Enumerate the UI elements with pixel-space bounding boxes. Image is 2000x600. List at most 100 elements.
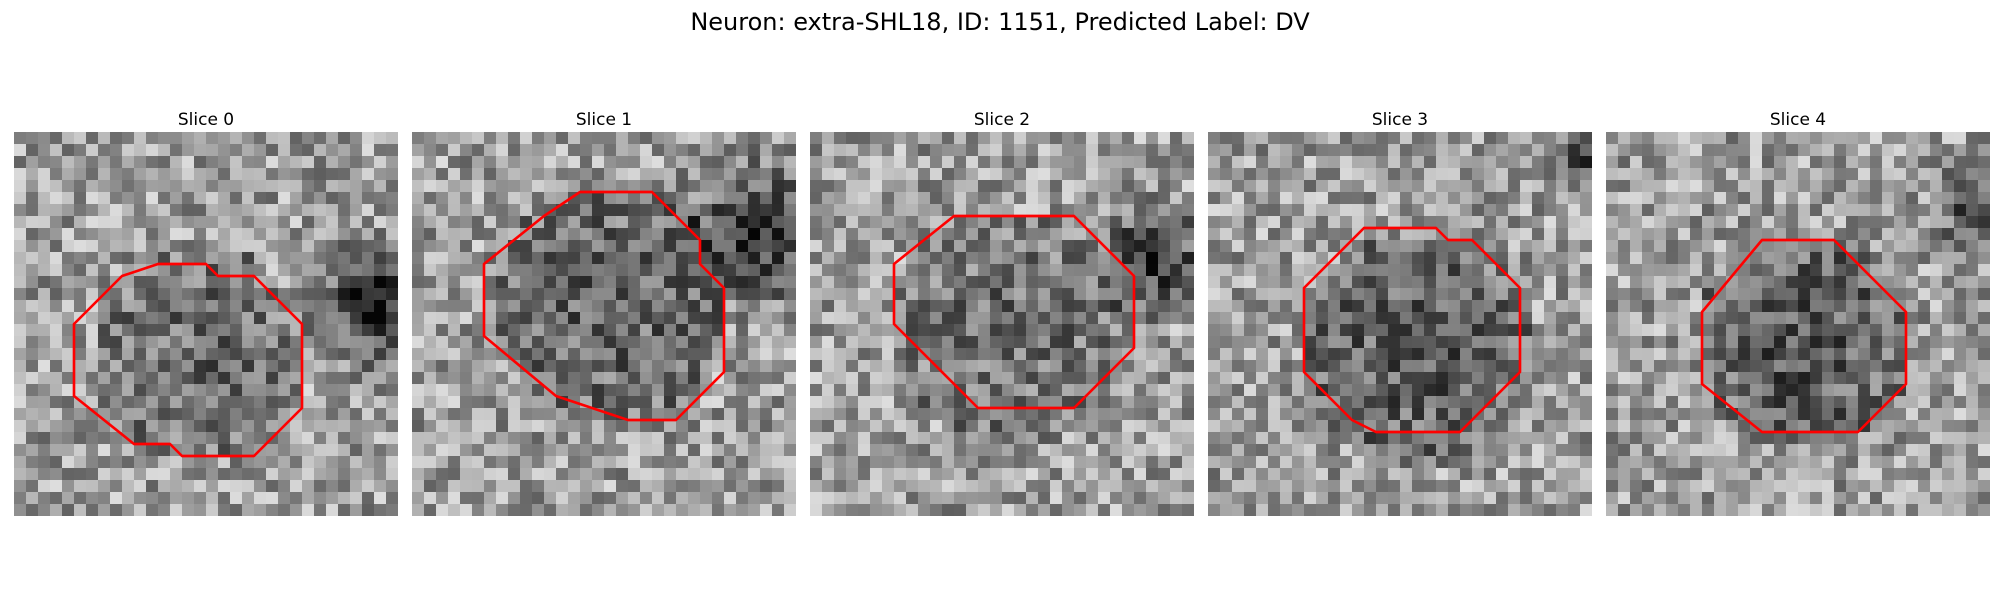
image-pixel (1678, 324, 1691, 337)
image-pixel (1158, 156, 1171, 169)
image-pixel (1954, 168, 1967, 181)
image-pixel (736, 432, 749, 445)
image-pixel (568, 132, 581, 145)
image-pixel (990, 396, 1003, 409)
image-pixel (1158, 192, 1171, 205)
image-pixel (834, 432, 847, 445)
image-pixel (1654, 384, 1667, 397)
image-pixel (1182, 144, 1194, 157)
image-pixel (1232, 456, 1245, 469)
image-pixel (1774, 336, 1787, 349)
image-pixel (894, 180, 907, 193)
image-pixel (1208, 384, 1221, 397)
image-pixel (1460, 360, 1473, 373)
image-pixel (700, 336, 713, 349)
image-pixel (1220, 432, 1233, 445)
image-pixel (448, 408, 461, 421)
image-pixel (110, 324, 123, 337)
image-pixel (194, 396, 207, 409)
image-pixel (1026, 312, 1039, 325)
image-pixel (748, 492, 761, 505)
image-pixel (834, 444, 847, 457)
image-pixel (1918, 420, 1931, 433)
image-pixel (676, 204, 689, 217)
image-pixel (1580, 276, 1592, 289)
image-pixel (724, 348, 737, 361)
image-pixel (1098, 492, 1111, 505)
image-pixel (1388, 276, 1401, 289)
image-pixel (1388, 228, 1401, 241)
image-pixel (14, 336, 27, 349)
image-pixel (1544, 348, 1557, 361)
image-pixel (1544, 192, 1557, 205)
image-pixel (1786, 216, 1799, 229)
image-pixel (532, 468, 545, 481)
image-pixel (604, 204, 617, 217)
image-pixel (1834, 348, 1847, 361)
image-pixel (230, 444, 243, 457)
image-pixel (230, 480, 243, 493)
image-pixel (508, 312, 521, 325)
image-pixel (1134, 432, 1147, 445)
image-pixel (1146, 312, 1159, 325)
image-pixel (1882, 444, 1895, 457)
image-pixel (1870, 372, 1883, 385)
image-pixel (1352, 324, 1365, 337)
image-pixel (1122, 132, 1135, 145)
image-pixel (1630, 360, 1643, 373)
image-pixel (1050, 420, 1063, 433)
image-pixel (1448, 396, 1461, 409)
image-pixel (1376, 492, 1389, 505)
image-pixel (460, 504, 473, 516)
image-pixel (810, 204, 823, 217)
image-pixel (472, 228, 485, 241)
image-pixel (1122, 180, 1135, 193)
image-pixel (386, 480, 398, 493)
image-pixel (62, 336, 75, 349)
image-pixel (640, 348, 653, 361)
image-pixel (290, 432, 303, 445)
image-pixel (326, 276, 339, 289)
image-pixel (290, 456, 303, 469)
image-pixel (472, 240, 485, 253)
image-pixel (1208, 168, 1221, 181)
image-pixel (266, 408, 279, 421)
image-pixel (206, 216, 219, 229)
image-pixel (1918, 192, 1931, 205)
image-pixel (1810, 336, 1823, 349)
image-pixel (1352, 216, 1365, 229)
image-pixel (50, 444, 63, 457)
image-pixel (86, 348, 99, 361)
image-pixel (266, 168, 279, 181)
image-pixel (242, 276, 255, 289)
image-pixel (760, 384, 773, 397)
image-pixel (338, 432, 351, 445)
image-pixel (412, 288, 425, 301)
image-pixel (266, 504, 279, 516)
image-pixel (1846, 228, 1859, 241)
image-pixel (676, 384, 689, 397)
image-pixel (134, 276, 147, 289)
image-pixel (1918, 204, 1931, 217)
image-pixel (1448, 432, 1461, 445)
image-pixel (74, 468, 87, 481)
image-pixel (1304, 360, 1317, 373)
image-pixel (338, 348, 351, 361)
image-pixel (978, 252, 991, 265)
image-pixel (1654, 312, 1667, 325)
image-pixel (1954, 348, 1967, 361)
image-pixel (1544, 396, 1557, 409)
image-pixel (966, 324, 979, 337)
image-pixel (1388, 480, 1401, 493)
image-pixel (1340, 420, 1353, 433)
image-pixel (1618, 216, 1631, 229)
image-pixel (1822, 300, 1835, 313)
image-pixel (412, 468, 425, 481)
image-pixel (1376, 408, 1389, 421)
image-pixel (1870, 252, 1883, 265)
image-pixel (736, 348, 749, 361)
image-pixel (1654, 360, 1667, 373)
image-pixel (1002, 168, 1015, 181)
image-pixel (314, 432, 327, 445)
image-pixel (1232, 432, 1245, 445)
